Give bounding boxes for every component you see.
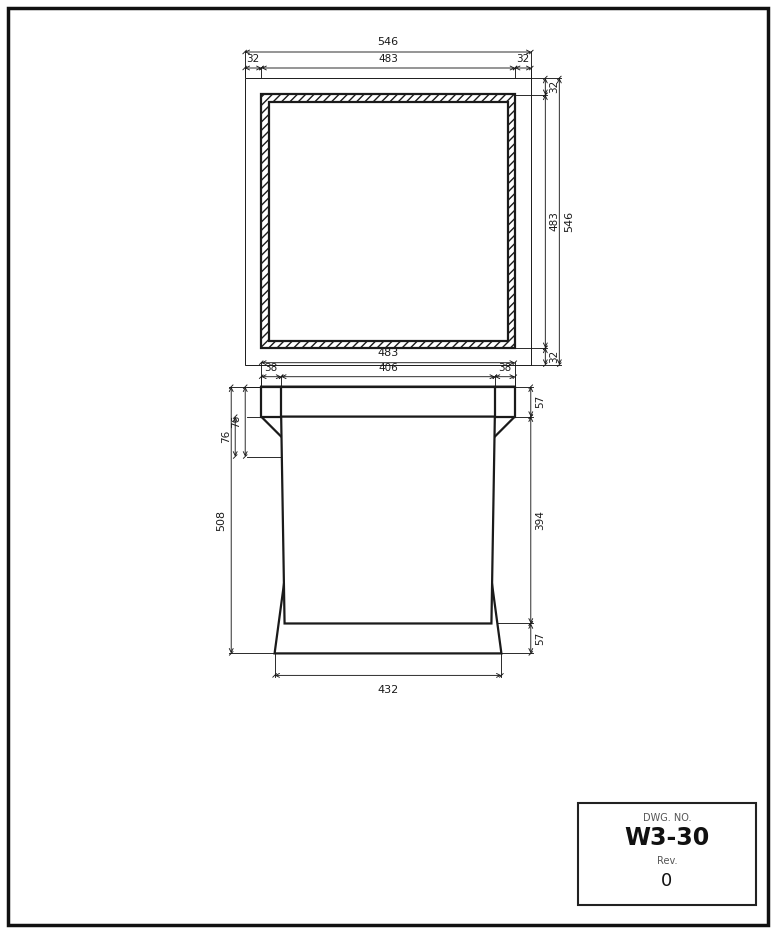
Text: 32: 32	[517, 54, 530, 64]
Text: 57: 57	[535, 395, 545, 409]
Bar	[578, 803, 756, 905]
Bar	[495, 386, 514, 417]
Text: 483: 483	[377, 348, 399, 357]
Text: 57: 57	[535, 632, 545, 645]
Text: DWG. NO.: DWG. NO.	[643, 813, 691, 823]
Text: 546: 546	[564, 211, 574, 232]
Polygon shape	[262, 386, 514, 653]
Text: 76: 76	[231, 415, 241, 428]
Bar	[262, 94, 515, 348]
Text: 32: 32	[549, 80, 559, 93]
Bar	[244, 78, 532, 365]
Text: 483: 483	[379, 54, 398, 64]
Text: 394: 394	[535, 510, 545, 530]
Text: 32: 32	[247, 54, 260, 64]
Text: 546: 546	[377, 37, 399, 47]
Text: 406: 406	[378, 363, 398, 372]
Text: 38: 38	[498, 363, 511, 372]
Text: W3-30: W3-30	[625, 826, 709, 850]
Text: 76: 76	[221, 430, 231, 443]
Bar	[262, 386, 281, 417]
Text: 508: 508	[217, 509, 227, 531]
Text: 483: 483	[549, 212, 559, 231]
Bar	[268, 102, 508, 341]
Polygon shape	[281, 417, 495, 623]
Text: 38: 38	[265, 363, 278, 372]
Text: 32: 32	[549, 350, 559, 363]
Text: 0: 0	[661, 872, 673, 890]
Text: 432: 432	[377, 686, 399, 695]
Text: Rev.: Rev.	[656, 856, 677, 866]
